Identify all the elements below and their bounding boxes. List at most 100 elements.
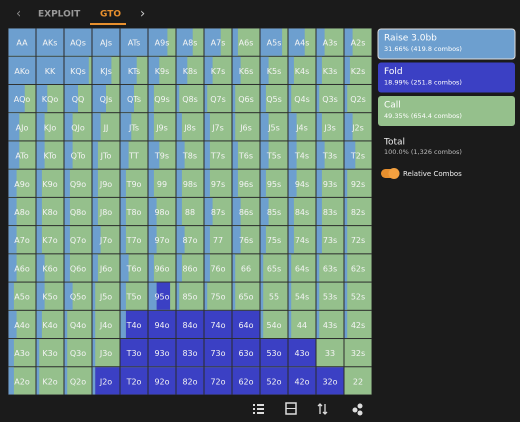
next-arrow[interactable]: › [140, 7, 145, 22]
call-segment[interactable] [344, 169, 372, 197]
call-segment[interactable] [288, 84, 316, 113]
hand-label: 94s [295, 180, 309, 189]
raise-segment [36, 310, 42, 339]
call-segment[interactable] [232, 254, 260, 282]
hand-label: TT [128, 152, 139, 161]
tab-gto[interactable]: GTO [100, 10, 121, 20]
call-segment[interactable] [176, 282, 204, 310]
toggle-knob[interactable] [388, 168, 400, 179]
hand-label: A8o [14, 208, 30, 217]
call-segment[interactable] [64, 310, 92, 339]
call-segment[interactable] [36, 367, 64, 395]
call-segment[interactable] [232, 113, 260, 141]
raise-segment [232, 56, 241, 84]
call-segment[interactable] [344, 282, 372, 310]
call-segment[interactable] [316, 282, 344, 310]
hand-label: T6o [126, 264, 142, 273]
call-segment[interactable] [64, 367, 92, 395]
call-segment[interactable] [344, 367, 372, 395]
hand-label: K5o [42, 293, 57, 302]
raise-segment [260, 113, 269, 141]
hand-label: 43s [323, 321, 337, 330]
raise-segment [204, 113, 210, 141]
call-segment[interactable] [316, 84, 344, 113]
share-icon[interactable] [352, 403, 363, 416]
call-segment[interactable] [260, 310, 288, 339]
hand-label: KJo [44, 123, 57, 132]
raise-segment [204, 254, 210, 282]
hand-label: K9o [42, 180, 57, 189]
raise-segment [344, 169, 348, 197]
fold-segment [176, 367, 204, 395]
call-segment[interactable] [288, 254, 316, 282]
hand-label: KQo [42, 95, 59, 104]
call-segment[interactable] [288, 282, 316, 310]
raise-segment [36, 28, 64, 56]
raise-segment [120, 169, 126, 197]
hand-label: T9o [126, 180, 142, 189]
total-label: Total [383, 138, 405, 148]
fold-segment [316, 367, 344, 395]
call-segment[interactable] [344, 254, 372, 282]
prev-arrow[interactable]: ‹ [16, 7, 21, 22]
list-icon[interactable] [253, 404, 264, 414]
call-segment[interactable] [36, 339, 64, 367]
raise-segment [344, 84, 348, 113]
call-segment[interactable] [344, 310, 372, 339]
hand-label: 92s [351, 180, 365, 189]
raise-segment [8, 339, 14, 367]
call-segment[interactable] [92, 339, 120, 367]
call-segment[interactable] [316, 339, 344, 367]
action-box[interactable] [377, 28, 516, 60]
hand-label: Q5o [70, 293, 86, 302]
call-segment[interactable] [288, 310, 316, 339]
action-box[interactable] [378, 96, 515, 126]
call-segment[interactable] [260, 254, 288, 282]
action-detail: 18.99% (251.8 combos) [384, 79, 462, 87]
call-segment[interactable] [232, 84, 260, 113]
raise-segment [260, 310, 264, 339]
table-icon[interactable] [285, 402, 297, 415]
call-segment[interactable] [204, 282, 232, 310]
call-segment[interactable] [316, 310, 344, 339]
raise-segment [232, 113, 236, 141]
hand-label: T3s [322, 152, 337, 161]
call-segment[interactable] [92, 282, 120, 310]
call-segment[interactable] [176, 84, 204, 113]
hand-label: KK [45, 67, 56, 76]
call-segment[interactable] [204, 84, 232, 113]
hand-label: 96o [154, 264, 169, 273]
fold-segment [260, 339, 288, 367]
hand-label: 95s [267, 180, 281, 189]
hand-label: 74o [210, 321, 225, 330]
hand-label: QTo [71, 152, 86, 161]
tab-exploit[interactable]: EXPLOIT [38, 10, 81, 20]
call-segment[interactable] [344, 339, 372, 367]
action-box[interactable] [378, 62, 515, 93]
raise-segment [92, 254, 98, 282]
call-segment[interactable] [64, 339, 92, 367]
sort-icon[interactable] [317, 403, 328, 415]
raise-segment [148, 84, 154, 113]
hand-label: T9s [154, 152, 169, 161]
hand-label: A6o [14, 264, 30, 273]
raise-segment [36, 56, 64, 84]
hand-label: 98o [154, 208, 169, 217]
call-segment[interactable] [344, 84, 372, 113]
raise-segment [204, 84, 208, 113]
raise-segment [176, 56, 188, 84]
call-segment[interactable] [232, 282, 260, 310]
fold-segment [288, 367, 316, 395]
hand-label: A2o [14, 377, 30, 386]
call-segment[interactable] [344, 197, 372, 226]
raise-segment [148, 254, 154, 282]
call-segment[interactable] [344, 226, 372, 254]
raise-segment [344, 282, 348, 310]
hand-label: JTo [100, 152, 112, 161]
raise-segment [92, 197, 98, 226]
hand-label: A4o [14, 321, 30, 330]
call-segment[interactable] [316, 254, 344, 282]
call-segment[interactable] [260, 282, 288, 310]
hand-label: QJo [71, 123, 85, 132]
call-segment[interactable] [92, 310, 120, 339]
